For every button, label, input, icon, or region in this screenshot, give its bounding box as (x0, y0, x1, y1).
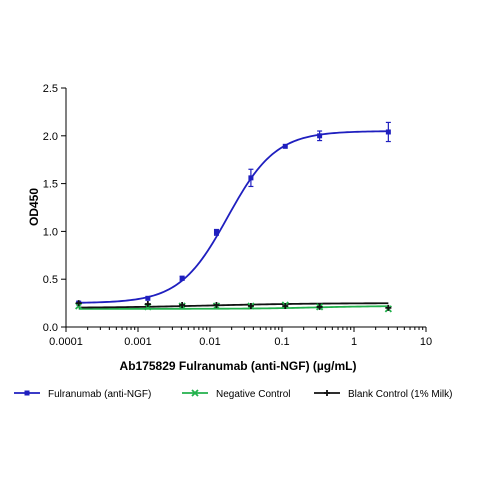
data-point (385, 129, 391, 135)
data-points (75, 121, 392, 313)
data-point (145, 295, 151, 301)
x-tick-label: 0.0001 (49, 336, 83, 348)
data-point (213, 302, 220, 309)
data-point (282, 302, 289, 309)
fit-curves (78, 130, 389, 310)
y-tick-label: 1.0 (43, 226, 58, 238)
legend-marker (191, 389, 199, 397)
fit-curve (78, 130, 389, 304)
data-point (213, 229, 219, 235)
data-point (179, 302, 186, 309)
data-point (282, 143, 288, 149)
legend-label: Blank Control (1% Milk) (348, 389, 452, 400)
data-point (248, 175, 254, 181)
legend-label: Fulranumab (anti-NGF) (48, 389, 151, 400)
y-tick-label: 1.5 (43, 179, 58, 191)
data-point (179, 275, 185, 281)
axes (65, 88, 426, 328)
y-tick-label: 2.5 (43, 83, 58, 95)
y-axis-title: OD450 (27, 188, 41, 226)
x-axis-title: Ab175829 Fulranumab (anti-NGF) (µg/mL) (120, 359, 357, 373)
y-tick-label: 0.5 (43, 274, 58, 286)
y-tick-label: 2.0 (43, 131, 58, 143)
fit-curve (78, 305, 389, 310)
y-tick-label: 0.0 (43, 322, 58, 334)
legend-marker (324, 390, 330, 396)
data-point (75, 300, 82, 307)
x-tick-label: 10 (420, 336, 432, 348)
x-tick-label: 1 (351, 336, 357, 348)
legend: Fulranumab (anti-NGF) Negative Control Bla… (14, 389, 452, 400)
x-tick-label: 0.001 (124, 336, 152, 348)
tick-marks: 0.0 0.5 1.0 1.5 2.0 2.5 0.0001 0.001 0.01 0.1 1 10 (43, 83, 432, 348)
fit-curve (78, 302, 389, 309)
x-tick-label: 0.01 (199, 336, 220, 348)
legend-label: Negative Control (216, 389, 290, 400)
data-point (317, 133, 323, 139)
data-point (385, 304, 392, 311)
data-point (144, 301, 151, 308)
data-point (247, 302, 254, 309)
x-tick-label: 0.1 (274, 336, 289, 348)
legend-marker (24, 390, 30, 396)
data-point (316, 303, 323, 310)
